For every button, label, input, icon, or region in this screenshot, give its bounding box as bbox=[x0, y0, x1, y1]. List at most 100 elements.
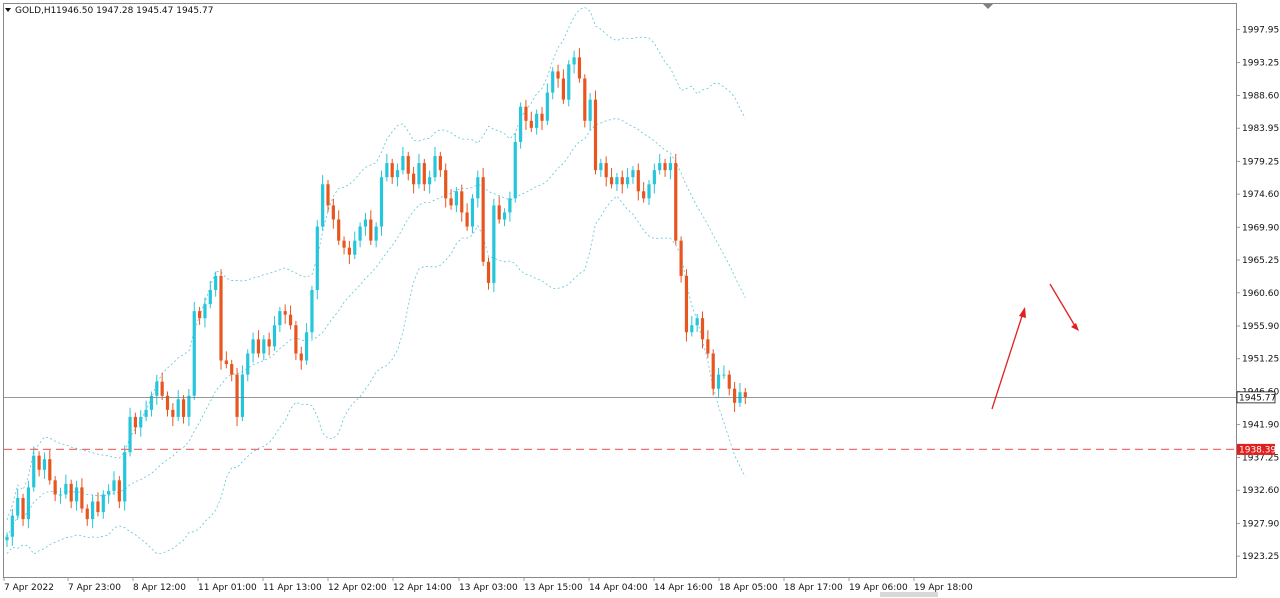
candle-body bbox=[160, 381, 164, 396]
candle-body bbox=[176, 399, 180, 417]
candle-body bbox=[733, 388, 737, 403]
down-arrow-line[interactable] bbox=[1049, 283, 1076, 327]
plot-area[interactable] bbox=[3, 3, 1237, 578]
candle-body bbox=[743, 392, 747, 398]
chart-menu-triangle-icon[interactable] bbox=[5, 8, 11, 12]
candle-body bbox=[187, 395, 191, 417]
time-tick-label: 11 Apr 13:00 bbox=[263, 583, 322, 593]
candle-body bbox=[262, 339, 266, 354]
candle-body bbox=[214, 275, 218, 290]
candle-body bbox=[208, 290, 212, 305]
candle-body bbox=[406, 156, 410, 174]
candle-body bbox=[428, 177, 432, 185]
candle-body bbox=[267, 339, 271, 347]
candle-body bbox=[278, 311, 282, 326]
candle-body bbox=[64, 483, 68, 495]
candle-body bbox=[444, 170, 448, 199]
level-price-badge: 1938.39 bbox=[1237, 443, 1276, 455]
candle-body bbox=[123, 452, 127, 502]
candle-body bbox=[476, 177, 480, 199]
candle-body bbox=[561, 78, 565, 100]
candle-body bbox=[486, 261, 491, 283]
ohlc-readout: 1946.50 1947.28 1945.47 1945.77 bbox=[56, 6, 213, 16]
price-tick-label: 1937.25 bbox=[1242, 453, 1279, 463]
candle-body bbox=[144, 409, 148, 417]
candle-body bbox=[385, 163, 389, 178]
time-tick-label: 8 Apr 12:00 bbox=[133, 583, 186, 593]
candle-body bbox=[706, 339, 710, 354]
candle-body bbox=[32, 455, 36, 488]
candle-body bbox=[609, 177, 614, 185]
time-tick-label: 12 Apr 14:00 bbox=[393, 583, 452, 593]
horizontal-scrollbar[interactable] bbox=[880, 592, 938, 597]
price-tick-label: 1997.95 bbox=[1242, 26, 1279, 36]
candle-body bbox=[711, 353, 715, 389]
candle-body bbox=[251, 339, 255, 354]
candle-body bbox=[58, 494, 63, 496]
candle-body bbox=[42, 459, 47, 470]
price-tick-label: 1993.25 bbox=[1242, 59, 1279, 69]
candle-body bbox=[155, 381, 159, 396]
candle-body bbox=[556, 71, 560, 79]
candle-body bbox=[331, 205, 335, 220]
candle-body bbox=[502, 212, 507, 220]
candle-body bbox=[545, 92, 549, 121]
candle-body bbox=[91, 501, 95, 520]
candle-body bbox=[631, 170, 635, 178]
candle-body bbox=[26, 487, 30, 520]
candle-body bbox=[37, 455, 41, 470]
time-tick-label: 18 Apr 17:00 bbox=[784, 583, 843, 593]
candle-body bbox=[53, 480, 57, 495]
candle-body bbox=[363, 219, 368, 227]
time-tick-label: 14 Apr 16:00 bbox=[654, 583, 713, 593]
candle-body bbox=[679, 240, 683, 276]
price-tick-label: 1969.90 bbox=[1242, 223, 1279, 233]
price-tick-label: 1932.60 bbox=[1242, 486, 1279, 496]
chart-shift-marker-icon[interactable] bbox=[983, 4, 993, 9]
candle-body bbox=[684, 275, 689, 333]
candle-body bbox=[674, 163, 678, 241]
candle-body bbox=[700, 318, 705, 340]
candle-body bbox=[529, 120, 533, 128]
candle-body bbox=[240, 374, 244, 417]
candles bbox=[5, 48, 747, 547]
candle-body bbox=[353, 240, 357, 255]
down-arrow-head-icon bbox=[1071, 323, 1079, 331]
time-tick-label: 11 Apr 01:00 bbox=[198, 583, 257, 593]
candle-body bbox=[615, 177, 619, 185]
candle-body bbox=[470, 198, 475, 227]
candle-body bbox=[433, 156, 437, 178]
candle-body bbox=[524, 106, 528, 121]
up-arrow-line[interactable] bbox=[991, 312, 1024, 410]
time-tick-label: 13 Apr 15:00 bbox=[524, 583, 583, 593]
candle-body bbox=[117, 480, 121, 502]
time-tick-label: 19 Apr 18:00 bbox=[914, 583, 973, 593]
candle-body bbox=[133, 416, 137, 428]
candle-body bbox=[347, 247, 351, 255]
candle-body bbox=[508, 198, 512, 213]
candle-body bbox=[588, 99, 592, 121]
candle-body bbox=[342, 240, 346, 248]
candle-body bbox=[294, 325, 298, 354]
candle-body bbox=[449, 198, 453, 206]
candle-body bbox=[492, 205, 496, 283]
time-tick-label: 19 Apr 06:00 bbox=[849, 583, 908, 593]
candle-body bbox=[395, 170, 400, 178]
forecast-arrows[interactable] bbox=[991, 283, 1079, 410]
candle-body bbox=[540, 113, 544, 121]
candle-body bbox=[572, 57, 576, 65]
candle-body bbox=[128, 416, 132, 453]
candle-body bbox=[219, 275, 223, 361]
candle-body bbox=[460, 191, 464, 213]
candle-body bbox=[326, 184, 330, 206]
candle-body bbox=[668, 163, 672, 171]
symbol-label: GOLD,H1 bbox=[15, 6, 56, 16]
candle-body bbox=[497, 205, 501, 220]
candle-body bbox=[577, 57, 582, 79]
candle-body bbox=[390, 163, 394, 178]
candle-body bbox=[256, 339, 261, 354]
candle-body bbox=[422, 163, 426, 185]
candle-body bbox=[181, 399, 186, 417]
candle-body bbox=[519, 106, 523, 142]
